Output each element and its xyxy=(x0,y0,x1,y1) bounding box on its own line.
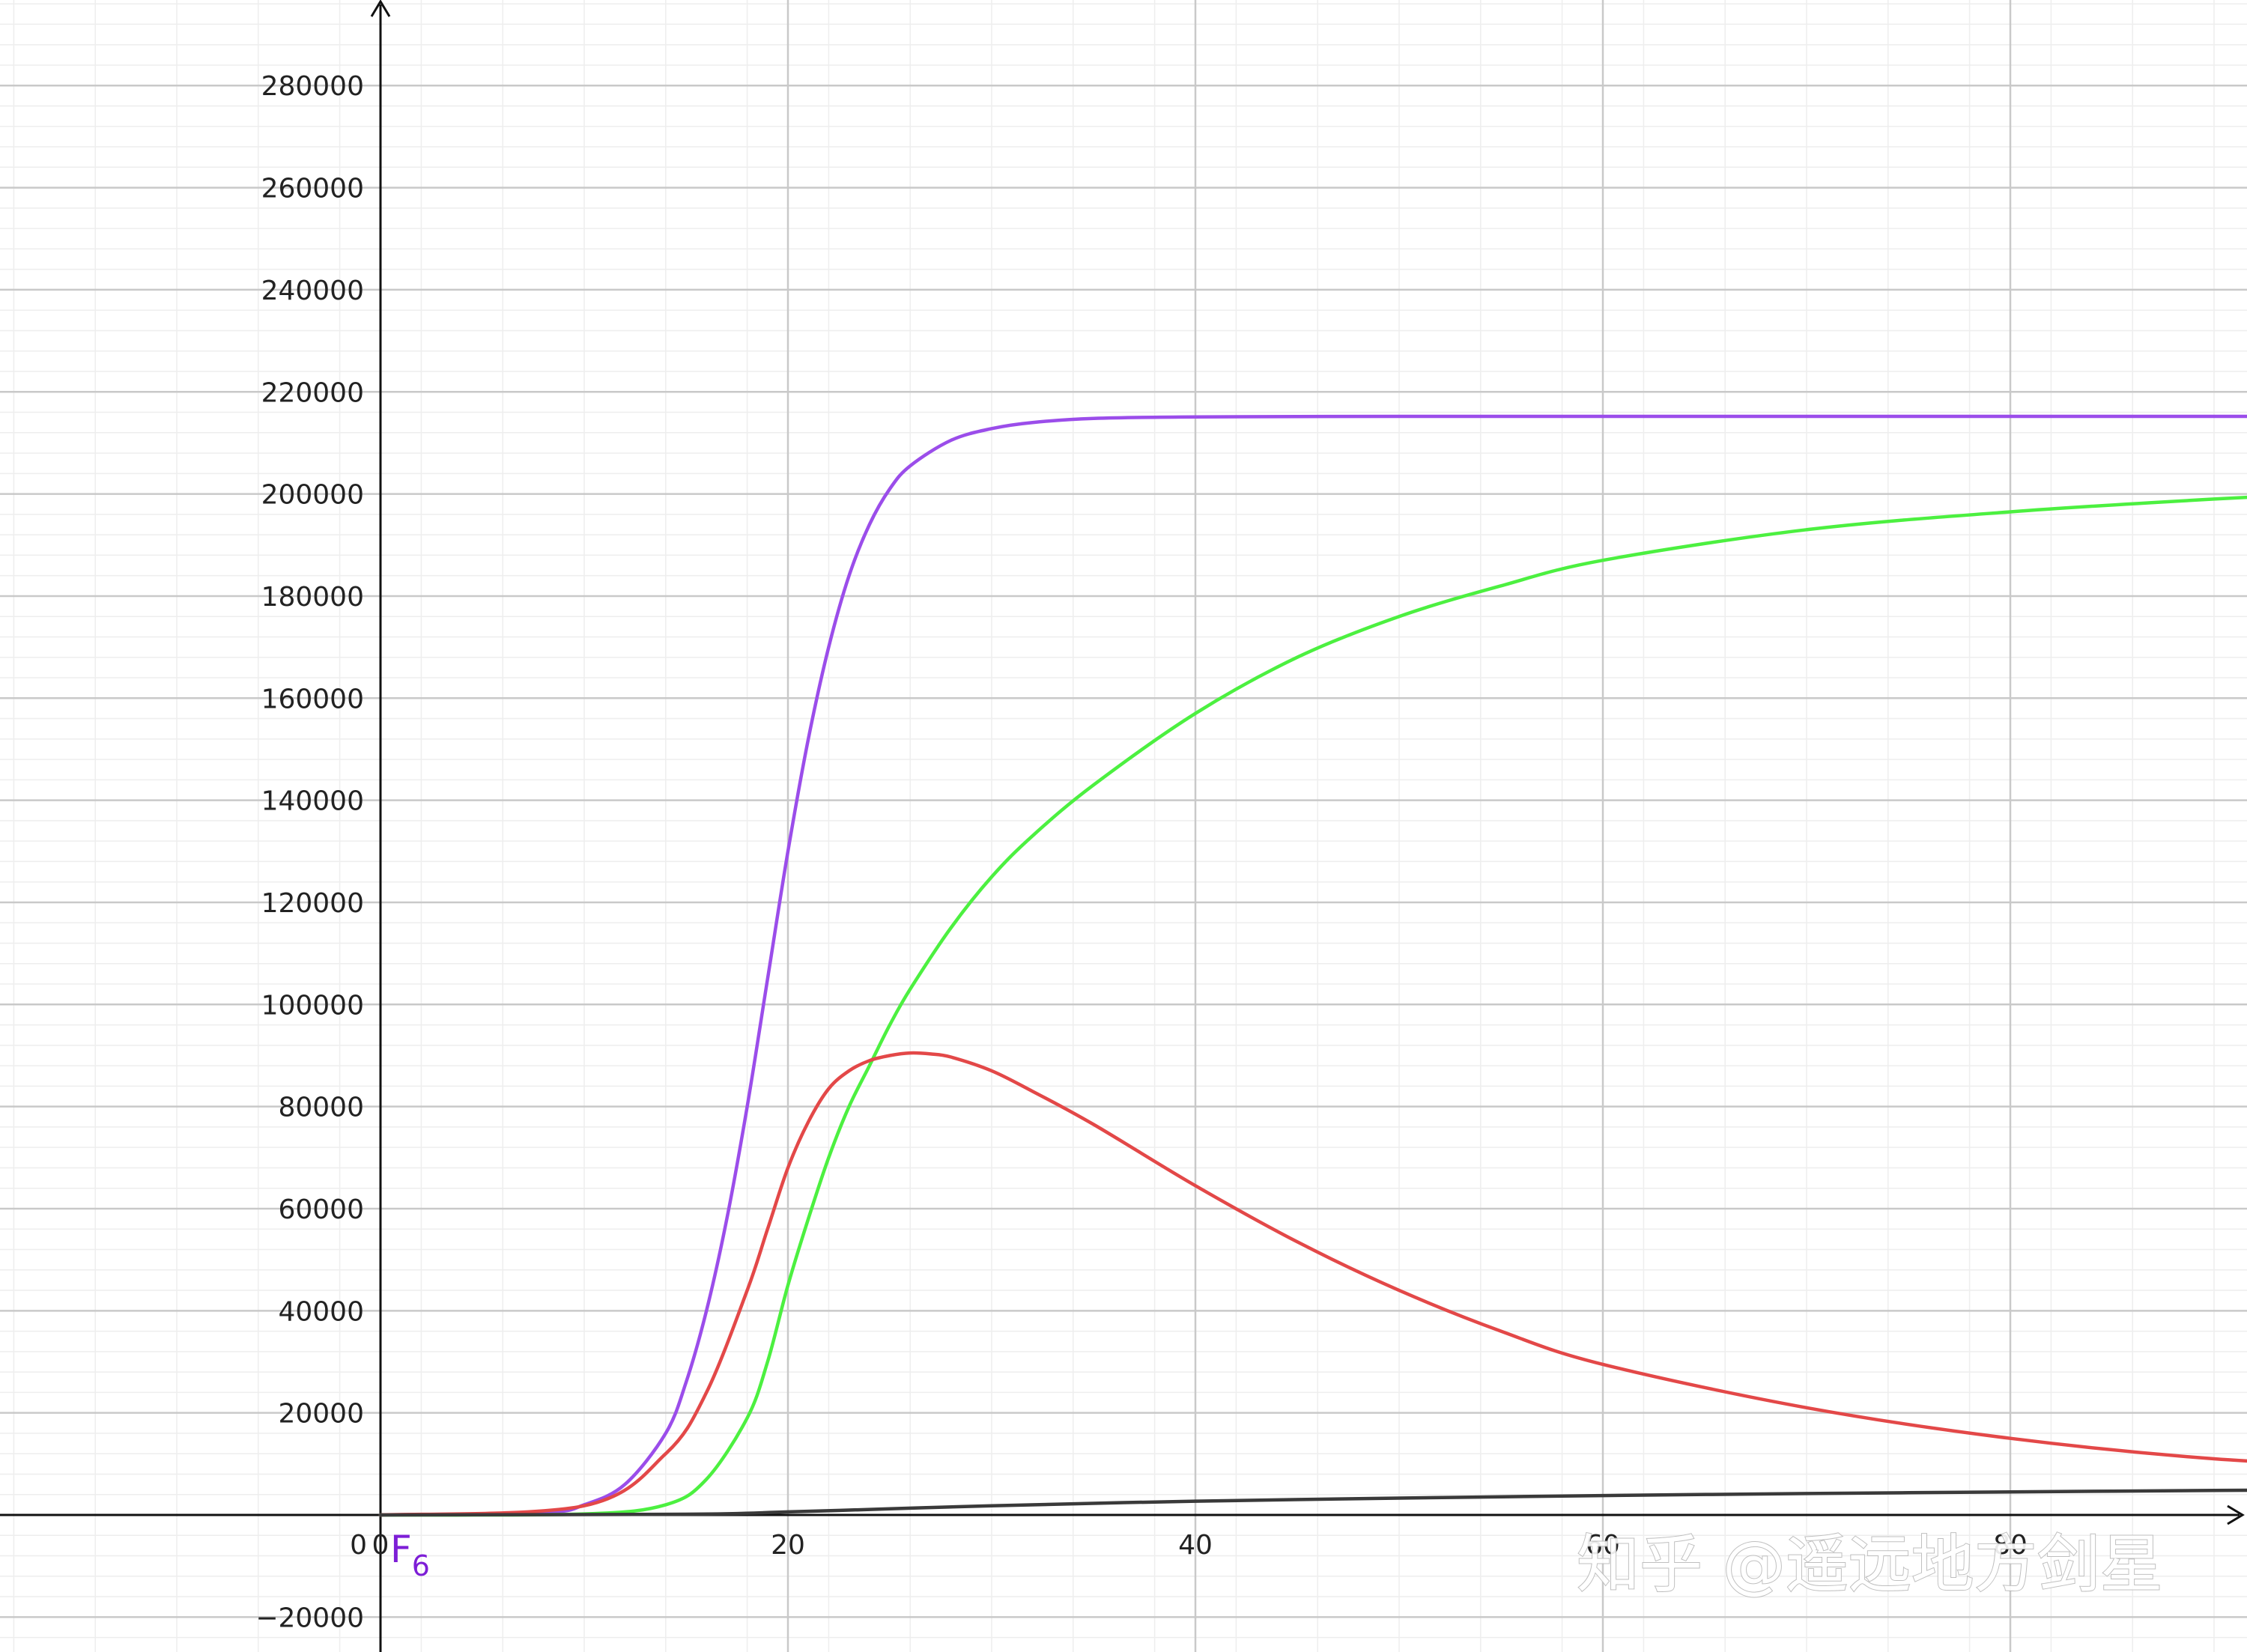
x-tick-label: 60 xyxy=(1586,1530,1620,1561)
curves xyxy=(378,414,2247,1517)
y-tick-label: 100000 xyxy=(261,990,364,1021)
x-tick-label: 0 xyxy=(372,1530,389,1561)
function-label: F6 xyxy=(390,1528,430,1582)
y-tick-label: 80000 xyxy=(278,1093,364,1123)
y-tick-label: 280000 xyxy=(261,71,364,102)
tick-labels: −20020406080100120140160180−200002000040… xyxy=(0,71,2028,1633)
y-tick-label: 40000 xyxy=(278,1296,364,1327)
y-tick-label: 260000 xyxy=(261,174,364,204)
y-tick-label: 200000 xyxy=(261,480,364,511)
series-line-active-cases xyxy=(378,1051,2247,1517)
y-tick-label: 220000 xyxy=(261,377,364,408)
x-tick-label: 20 xyxy=(771,1530,805,1561)
series-line-cumulative-confirmed xyxy=(378,414,2247,1517)
y-tick-label: 180000 xyxy=(261,582,364,613)
y-tick-label: 240000 xyxy=(261,276,364,306)
y-tick-label: 20000 xyxy=(278,1399,364,1430)
y-tick-label: −20000 xyxy=(255,1603,364,1633)
y-tick-label: 120000 xyxy=(261,888,364,919)
origin-label: 0 xyxy=(350,1530,367,1561)
x-axis-arrow xyxy=(2227,1504,2245,1525)
y-axis-arrow xyxy=(370,0,391,17)
y-tick-label: 160000 xyxy=(261,684,364,714)
x-tick-label: 80 xyxy=(1993,1530,2028,1561)
x-tick-label: 40 xyxy=(1178,1530,1213,1561)
series-line-recovered xyxy=(378,495,2247,1517)
y-tick-label: 60000 xyxy=(278,1194,364,1225)
y-tick-label: 140000 xyxy=(261,786,364,817)
series-line-deaths xyxy=(378,1488,2247,1517)
x-tick-label: −20 xyxy=(0,1530,1,1561)
watermark: 知乎 @遥远地方剑星 xyxy=(1577,1528,2163,1601)
